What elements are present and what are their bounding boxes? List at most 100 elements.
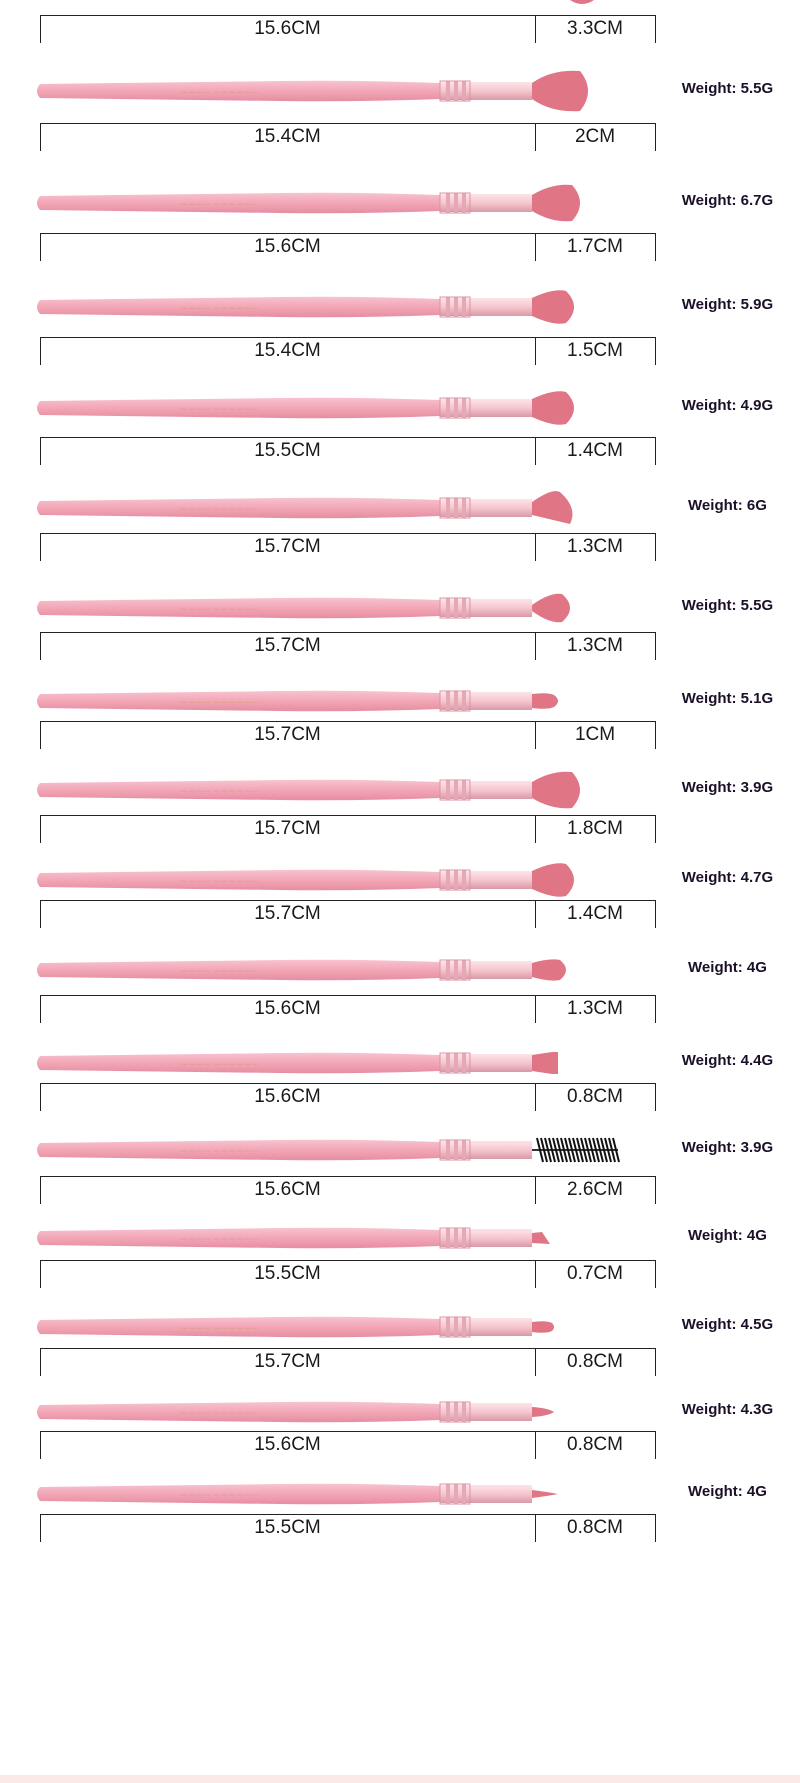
brush-illustration: ~~~~ ~~~~~~ (37, 863, 574, 897)
brand-logo-script: ~~~~ ~~~~~~ (180, 1235, 258, 1245)
dimension-tick (655, 15, 656, 43)
brush-illustration: ~~~~ ~~~~~~ (37, 1137, 620, 1163)
dimension-line: 15.7CM 1.4CM (40, 900, 656, 928)
dimension-line: 15.5CM 1.4CM (40, 437, 656, 465)
dimension-rule (40, 1431, 655, 1432)
dimension-tick (655, 1083, 656, 1111)
brush-handle (37, 1316, 440, 1338)
dimension-tick (40, 721, 41, 749)
brush-handle (37, 869, 440, 891)
brush-handle (37, 397, 440, 419)
brush-handle (37, 1483, 440, 1505)
weight-label: Weight: 5.5G (681, 597, 774, 614)
head-length-label: 0.8CM (567, 1517, 623, 1538)
handle-length-label: 15.5CM (254, 440, 321, 461)
dimension-line: 15.6CM 1.3CM (40, 995, 656, 1023)
brush-ferrule (440, 82, 532, 100)
dimension-rule (40, 1514, 655, 1515)
dimension-tick (40, 1431, 41, 1459)
dimension-tick (655, 900, 656, 928)
brand-logo-script: ~~~~ ~~~~~~ (180, 88, 258, 98)
head-length-label: 0.8CM (567, 1351, 623, 1372)
dimension-tick (40, 437, 41, 465)
dimension-tick (655, 815, 656, 843)
head-length-label: 1.7CM (567, 236, 623, 257)
head-length-label: 3.3CM (567, 18, 623, 39)
brush-head-round-fluffy (532, 290, 574, 324)
brush-illustration: ~~~~ ~~~~~~ (37, 1227, 550, 1249)
handle-length-label: 15.6CM (254, 998, 321, 1019)
dimension-tick (40, 533, 41, 561)
brush-illustration: ~~~~ ~~~~~~ (37, 391, 574, 425)
dimension-tick (655, 233, 656, 261)
brand-logo-script: ~~~~ ~~~~~~ (180, 605, 258, 615)
head-length-label: 0.8CM (567, 1434, 623, 1455)
dimension-line: 15.6CM 3.3CM (40, 15, 656, 43)
brush-head-fine-liner (532, 1490, 558, 1498)
brush-illustration: ~~~~ ~~~~~~ (37, 184, 580, 222)
head-length-label: 1.4CM (567, 440, 623, 461)
brush-illustration: ~~~~ ~~~~~~ (37, 1316, 554, 1338)
handle-length-label: 15.6CM (254, 1434, 321, 1455)
weight-label: Weight: 4G (688, 959, 767, 976)
brush-illustration: ~~~~ ~~~~~~ (37, 690, 558, 712)
weight-label: Weight: 4.7G (681, 869, 774, 886)
dimension-tick (40, 1514, 41, 1542)
weight-label: Weight: 4.4G (681, 1052, 774, 1069)
head-length-label: 1.3CM (567, 998, 623, 1019)
handle-length-label: 15.7CM (254, 724, 321, 745)
dimension-rule (40, 533, 655, 534)
brush-illustration: ~~~~ ~~~~~~ (37, 1052, 558, 1074)
weight-label: Weight: 3.9G (681, 779, 774, 796)
dimension-line: 15.7CM 1CM (40, 721, 656, 749)
dimension-tick (40, 995, 41, 1023)
handle-length-label: 15.6CM (254, 1086, 321, 1107)
brush-illustration: ~~~~ ~~~~~~ (37, 491, 573, 524)
dimension-tick (40, 233, 41, 261)
dimension-tick (535, 1514, 536, 1542)
weight-label: Weight: 5.1G (681, 690, 774, 707)
dimension-tick (655, 632, 656, 660)
head-length-label: 1.8CM (567, 818, 623, 839)
dimension-line: 15.6CM 1.7CM (40, 233, 656, 261)
dimension-tick (535, 1260, 536, 1288)
dimension-rule (40, 632, 655, 633)
dimension-tick (535, 995, 536, 1023)
dimension-tick (535, 632, 536, 660)
brush-head-large-fluffy (532, 70, 588, 112)
dimension-tick (40, 1083, 41, 1111)
brand-logo-script: ~~~~ ~~~~~~ (180, 967, 258, 977)
dimension-rule (40, 15, 655, 16)
dimension-tick (535, 1431, 536, 1459)
brush-head-round-fluffy (532, 391, 574, 425)
dimension-rule (40, 123, 655, 124)
brush-ferrule (440, 1403, 532, 1421)
dimension-line: 15.7CM 1.8CM (40, 815, 656, 843)
dimension-line: 15.4CM 2CM (40, 123, 656, 151)
weight-label: Weight: 6G (688, 497, 767, 514)
brush-handle (37, 80, 440, 102)
dimension-tick (40, 1348, 41, 1376)
handle-length-label: 15.5CM (254, 1263, 321, 1284)
head-length-label: 1.3CM (567, 635, 623, 656)
weight-label: Weight: 3.9G (681, 1139, 774, 1156)
weight-label: Weight: 4.5G (681, 1316, 774, 1333)
dimension-tick (40, 815, 41, 843)
dimension-tick (535, 337, 536, 365)
brush-ferrule (440, 1485, 532, 1503)
brush-handle (37, 1227, 440, 1249)
head-length-label: 2.6CM (567, 1179, 623, 1200)
dimension-tick (535, 15, 536, 43)
footer-strip (0, 1775, 800, 1783)
brush-head-angled-flat (532, 1232, 550, 1244)
handle-length-label: 15.7CM (254, 536, 321, 557)
brush-ferrule (440, 692, 532, 710)
brush-head-small-round-liner (532, 1321, 554, 1333)
dimension-tick (535, 533, 536, 561)
brush-head-angled-dome (532, 491, 573, 524)
brush-head-flat-square (532, 1052, 558, 1074)
handle-length-label: 15.4CM (254, 340, 321, 361)
dimension-tick (655, 533, 656, 561)
dimension-tick (655, 1514, 656, 1542)
brand-logo-script: ~~~~ ~~~~~~ (180, 405, 258, 415)
